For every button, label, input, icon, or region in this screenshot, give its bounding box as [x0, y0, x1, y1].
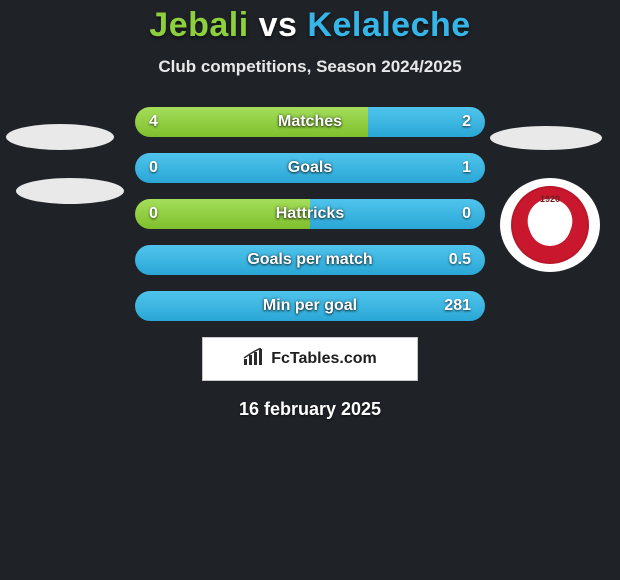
- brand-badge[interactable]: FcTables.com: [202, 337, 418, 381]
- stats-area: 42Matches01Goals00Hattricks0.5Goals per …: [0, 107, 620, 321]
- date: 16 february 2025: [0, 399, 620, 420]
- stat-value-player2: 1: [462, 153, 471, 183]
- stat-value-player1: 4: [149, 107, 158, 137]
- stat-label: Matches: [135, 107, 485, 137]
- stat-value-player2: 0.5: [449, 245, 471, 275]
- subtitle: Club competitions, Season 2024/2025: [0, 57, 620, 77]
- stat-value-player2: 0: [462, 199, 471, 229]
- stat-bar-track: 4 2Matches: [135, 107, 485, 137]
- stat-label: Goals per match: [135, 245, 485, 275]
- stat-value-player1: 0: [149, 199, 158, 229]
- bar-chart-icon: [243, 348, 265, 371]
- stat-value-player2: 2: [462, 107, 471, 137]
- stat-label: Hattricks: [135, 199, 485, 229]
- stat-label: Min per goal: [135, 291, 485, 321]
- stat-row: 0.5Goals per match: [0, 245, 620, 275]
- stat-bar-track: 0 0Hattricks: [135, 199, 485, 229]
- stat-value-player1: 0: [149, 153, 158, 183]
- stat-row: 4 2Matches: [0, 107, 620, 137]
- comparison-title: Jebali vs Kelaleche: [0, 0, 620, 45]
- vs-text: vs: [259, 6, 298, 44]
- stat-row: 0 0Hattricks: [0, 199, 620, 229]
- stat-bar-track: 0 1Goals: [135, 153, 485, 183]
- stat-row: 0 1Goals: [0, 153, 620, 183]
- stat-bar-track: 0.5Goals per match: [135, 245, 485, 275]
- stat-bar-track: 281Min per goal: [135, 291, 485, 321]
- stat-row: 281Min per goal: [0, 291, 620, 321]
- player1-name: Jebali: [149, 6, 248, 44]
- player2-name: Kelaleche: [307, 6, 470, 44]
- stat-value-player2: 281: [444, 291, 471, 321]
- stat-label: Goals: [135, 153, 485, 183]
- brand-text: FcTables.com: [271, 350, 377, 368]
